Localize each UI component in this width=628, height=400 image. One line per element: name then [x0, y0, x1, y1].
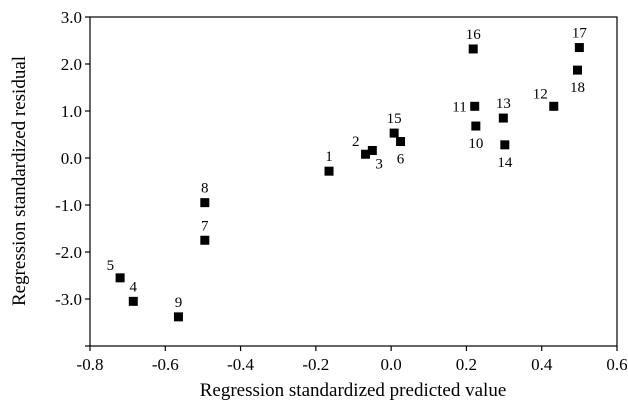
point-label-12: 12 — [533, 86, 548, 102]
point-label-16: 16 — [466, 27, 482, 43]
point-label-6: 6 — [397, 152, 405, 168]
y-axis-ticks: 3.0 2.0 1.0 0.0 -1.0 -2.0 -3.0 — [55, 8, 90, 347]
y-tick-label-2: 1.0 — [61, 102, 82, 121]
point-marker-11 — [470, 101, 480, 111]
point-marker-7 — [200, 235, 210, 245]
point-marker-15 — [389, 128, 399, 138]
point-label-18: 18 — [570, 80, 585, 96]
x-tick-label-6: 0.4 — [531, 355, 553, 374]
point-marker-6 — [396, 137, 406, 147]
point-label-3: 3 — [375, 156, 383, 172]
point-label-1: 1 — [325, 149, 333, 165]
x-tick-label-3: -0.2 — [302, 355, 329, 374]
y-tick-label-5: -2.0 — [55, 243, 82, 262]
point-label-8: 8 — [201, 181, 209, 197]
x-tick-label-7: 0.6 — [606, 355, 627, 374]
y-tick-label-1: 2.0 — [61, 55, 82, 74]
y-tick-label-0: 3.0 — [61, 8, 82, 27]
x-axis-title: Regression standardized predicted value — [200, 380, 507, 400]
point-label-14: 14 — [497, 155, 513, 171]
point-marker-3 — [367, 145, 377, 155]
point-marker-12 — [549, 101, 559, 111]
point-marker-9 — [173, 312, 183, 322]
point-label-5: 5 — [107, 258, 115, 274]
point-marker-17 — [574, 43, 584, 53]
point-label-15: 15 — [387, 111, 402, 127]
point-label-9: 9 — [175, 295, 183, 311]
x-axis-ticks: -0.8 -0.6 -0.4 -0.2 0.0 0.2 0.4 0.6 — [77, 346, 628, 374]
x-tick-label-5: 0.2 — [456, 355, 477, 374]
point-marker-10 — [471, 121, 481, 131]
x-tick-label-1: -0.6 — [152, 355, 179, 374]
x-tick-label-0: -0.8 — [77, 355, 104, 374]
point-label-4: 4 — [130, 279, 138, 295]
point-label-11: 11 — [452, 99, 466, 115]
point-marker-16 — [468, 44, 478, 54]
plot-frame — [89, 16, 618, 347]
x-tick-label-2: -0.4 — [227, 355, 254, 374]
point-marker-4 — [128, 296, 138, 306]
y-tick-label-4: -1.0 — [55, 196, 82, 215]
point-marker-8 — [200, 198, 210, 208]
point-label-7: 7 — [201, 218, 209, 234]
point-label-13: 13 — [496, 96, 511, 112]
point-marker-1 — [324, 166, 334, 176]
point-label-2: 2 — [352, 134, 360, 150]
point-label-17: 17 — [572, 26, 588, 42]
point-marker-18 — [572, 65, 582, 75]
point-label-10: 10 — [468, 136, 483, 152]
point-marker-13 — [498, 113, 508, 123]
point-marker-14 — [500, 140, 510, 150]
point-marker-2 — [361, 149, 371, 159]
y-axis-title: Regression standardized residual — [9, 56, 30, 306]
x-tick-label-4: 0.0 — [381, 355, 402, 374]
y-tick-label-6: -3.0 — [55, 290, 82, 309]
y-tick-label-3: 0.0 — [61, 149, 82, 168]
point-marker-5 — [115, 273, 125, 283]
